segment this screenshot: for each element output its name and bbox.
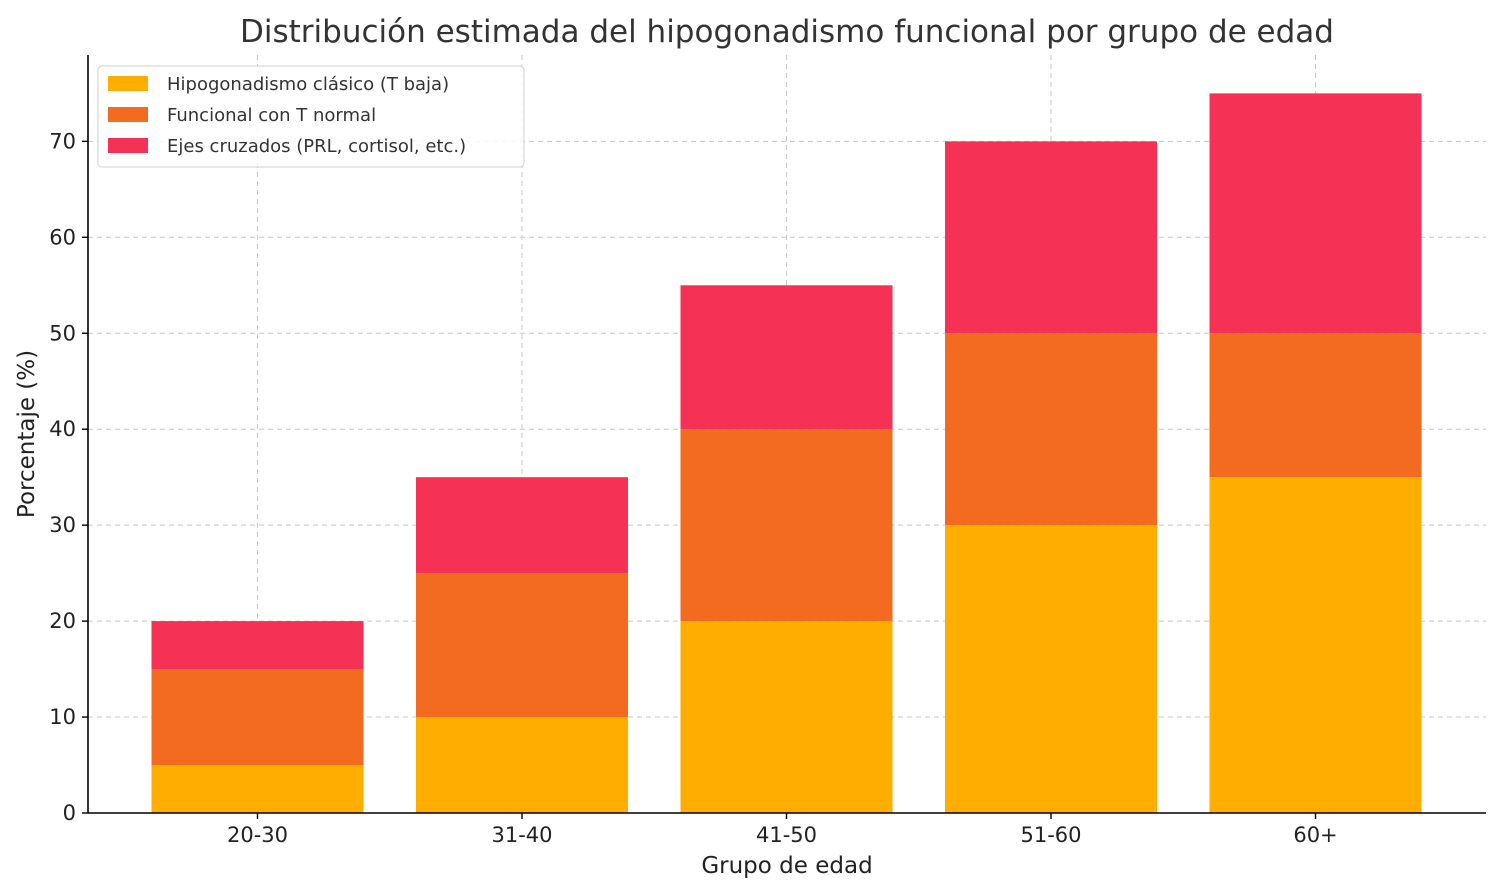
y-tick-label: 30 xyxy=(49,513,76,537)
legend: Hipogonadismo clásico (T baja) Funcional … xyxy=(97,65,525,168)
legend-box xyxy=(97,65,525,168)
y-tick-label: 40 xyxy=(49,417,76,441)
bar-segment xyxy=(1209,333,1422,478)
x-tick-label: 31-40 xyxy=(491,823,552,847)
legend-swatch xyxy=(108,138,148,153)
bar-segment xyxy=(945,525,1157,813)
y-tick-label: 20 xyxy=(49,609,76,633)
x-tick-label: 51-60 xyxy=(1020,823,1081,847)
y-tick-label: 70 xyxy=(49,129,76,153)
chart-title: Distribución estimada del hipogonadismo … xyxy=(240,14,1334,50)
y-tick-label: 0 xyxy=(63,801,76,825)
bar-segment xyxy=(680,621,893,813)
y-tick-label: 60 xyxy=(49,225,76,249)
y-tick-label: 10 xyxy=(49,705,76,729)
bar-segment xyxy=(680,285,893,430)
legend-label: Funcional con T normal xyxy=(167,105,376,126)
legend-swatch xyxy=(108,76,148,91)
bar-segment xyxy=(945,141,1157,334)
y-tick-label: 50 xyxy=(49,321,76,345)
x-tick-label: 41-50 xyxy=(756,823,817,847)
bar-segment xyxy=(416,717,628,813)
legend-label: Ejes cruzados (PRL, cortisol, etc.) xyxy=(167,136,466,157)
x-tick-label: 20-30 xyxy=(227,823,288,847)
bar-segment xyxy=(151,669,364,766)
legend-swatch xyxy=(108,107,148,122)
y-axis-label: Porcentaje (%) xyxy=(14,350,40,518)
bar-segment xyxy=(416,573,628,718)
bar-segment xyxy=(945,333,1157,526)
legend-label: Hipogonadismo clásico (T baja) xyxy=(167,74,449,95)
bar-segment xyxy=(680,429,893,622)
bars xyxy=(151,93,1422,813)
bar-segment xyxy=(151,765,364,813)
bar-segment xyxy=(416,477,628,574)
bar-segment xyxy=(1209,477,1422,813)
bar-segment xyxy=(151,621,364,670)
bar-segment xyxy=(1209,93,1422,334)
x-tick-label: 60+ xyxy=(1293,823,1337,847)
tick-labels: 0 10 20 30 40 50 60 70 20-30 31-40 41-50 51-60 60+ xyxy=(49,129,1337,847)
x-axis-label: Grupo de edad xyxy=(701,853,872,879)
